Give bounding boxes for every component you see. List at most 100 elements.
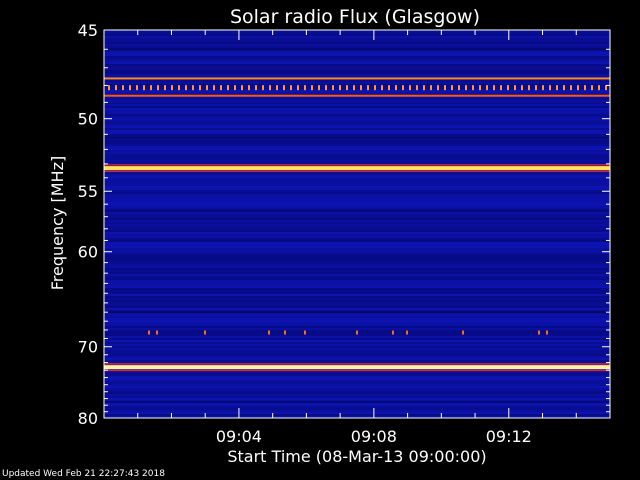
- spectrogram-noise-row: [104, 390, 610, 392]
- spectrogram-noise-row: [104, 98, 610, 100]
- burst-dot: [388, 85, 390, 91]
- spectrogram-noise-row: [104, 46, 610, 48]
- spectrogram-noise-row: [104, 274, 610, 276]
- burst-dot: [542, 85, 544, 91]
- spectrogram-noise-row: [104, 324, 610, 326]
- spectrogram-noise-row: [104, 236, 610, 238]
- spectrogram-noise-row: [104, 212, 610, 214]
- burst-dot: [276, 85, 278, 91]
- spectrogram-noise-row: [104, 252, 610, 254]
- spectrogram-noise-row: [104, 334, 610, 336]
- spectrogram-noise-row: [104, 160, 610, 162]
- burst-dot: [284, 330, 286, 335]
- spectrogram-noise-row: [104, 104, 610, 106]
- spectrogram-noise-row: [104, 224, 610, 226]
- spectrogram-noise-row: [104, 204, 610, 206]
- spectrogram-noise-row: [104, 150, 610, 152]
- spectrogram-noise-row: [104, 70, 610, 72]
- spectrogram-noise-row: [104, 222, 610, 224]
- x-tick-label: 09:04: [216, 427, 262, 446]
- spectrogram-noise-row: [104, 226, 610, 228]
- y-tick-label: 70: [78, 338, 98, 357]
- spectrogram-noise-row: [104, 266, 610, 268]
- burst-dot: [570, 85, 572, 91]
- spectrogram-noise-row: [104, 304, 610, 306]
- burst-dot: [290, 85, 292, 91]
- spectrogram-noise-row: [104, 52, 610, 54]
- burst-dot: [563, 85, 565, 91]
- burst-dot: [318, 85, 320, 91]
- burst-dot: [136, 85, 138, 91]
- spectrogram-noise-row: [104, 282, 610, 284]
- spectrogram-dark-band: [104, 48, 610, 51]
- burst-dot: [444, 85, 446, 91]
- spectrogram-noise-row: [104, 156, 610, 158]
- spectrogram-noise-row: [104, 326, 610, 328]
- x-tick-label: 09:08: [351, 427, 397, 446]
- spectrogram-noise-row: [104, 340, 610, 342]
- y-tick-label: 80: [78, 409, 98, 428]
- spectrogram-noise-row: [104, 234, 610, 236]
- spectrogram-noise-row: [104, 242, 610, 244]
- spectrogram-noise-row: [104, 114, 610, 116]
- burst-dot: [304, 330, 306, 335]
- burst-dot: [360, 85, 362, 91]
- spectrogram-noise-row: [104, 284, 610, 286]
- spectrogram-noise-row: [104, 148, 610, 150]
- spectrogram-noise-row: [104, 190, 610, 192]
- spectrogram-noise-row: [104, 186, 610, 188]
- spectrogram-noise-row: [104, 372, 610, 374]
- burst-dot: [156, 330, 158, 335]
- spectrogram-dark-band: [104, 136, 610, 139]
- spectrogram-noise-row: [104, 64, 610, 66]
- footer-updated-text: Updated Wed Feb 21 22:27:43 2018: [2, 469, 165, 479]
- spectrogram-plot-area: [103, 29, 611, 419]
- spectrogram-dark-band: [104, 400, 610, 403]
- burst-dot: [549, 85, 551, 91]
- spectrogram-noise-row: [104, 38, 610, 40]
- spectrogram-noise-row: [104, 318, 610, 320]
- burst-dot: [462, 330, 464, 335]
- y-tick-label: 60: [78, 243, 98, 262]
- burst-dot: [268, 330, 270, 335]
- spectrogram-noise-row: [104, 414, 610, 416]
- burst-dot: [304, 85, 306, 91]
- burst-dot: [416, 85, 418, 91]
- burst-dot: [220, 85, 222, 91]
- burst-dot: [269, 85, 271, 91]
- burst-dot: [227, 85, 229, 91]
- burst-dot: [129, 85, 131, 91]
- spectrogram-noise-row: [104, 44, 610, 46]
- spectrogram-noise-row: [104, 80, 610, 82]
- bright-band: [104, 77, 610, 80]
- spectrogram-noise-row: [104, 154, 610, 156]
- chart-title: Solar radio Flux (Glasgow): [230, 6, 480, 28]
- burst-dot: [157, 85, 159, 91]
- burst-dot: [465, 85, 467, 91]
- burst-dot: [206, 85, 208, 91]
- spectrogram-noise-row: [104, 84, 610, 86]
- burst-dot: [297, 85, 299, 91]
- spectrogram-noise-row: [104, 202, 610, 204]
- spectrogram-noise-row: [104, 178, 610, 180]
- spectrogram-noise-row: [104, 408, 610, 410]
- bright-band-edge: [104, 369, 610, 372]
- spectrogram-noise-row: [104, 76, 610, 78]
- spectrogram-noise-row: [104, 110, 610, 112]
- spectrogram-noise-row: [104, 196, 610, 198]
- spectrogram-noise-row: [104, 346, 610, 348]
- spectrogram-noise-row: [104, 180, 610, 182]
- burst-dot: [546, 330, 548, 335]
- spectrogram-noise-row: [104, 62, 610, 64]
- spectrogram-dark-band: [104, 311, 610, 314]
- burst-dot: [143, 85, 145, 91]
- burst-dot: [521, 85, 523, 91]
- bright-band: [104, 166, 610, 171]
- spectrogram-noise-row: [104, 278, 610, 280]
- spectrogram-noise-row: [104, 262, 610, 264]
- spectrogram-noise-row: [104, 116, 610, 118]
- spectrogram-noise-row: [104, 36, 610, 38]
- spectrogram-noise-row: [104, 142, 610, 144]
- spectrogram-noise-row: [104, 280, 610, 282]
- spectrogram-noise-row: [104, 356, 610, 358]
